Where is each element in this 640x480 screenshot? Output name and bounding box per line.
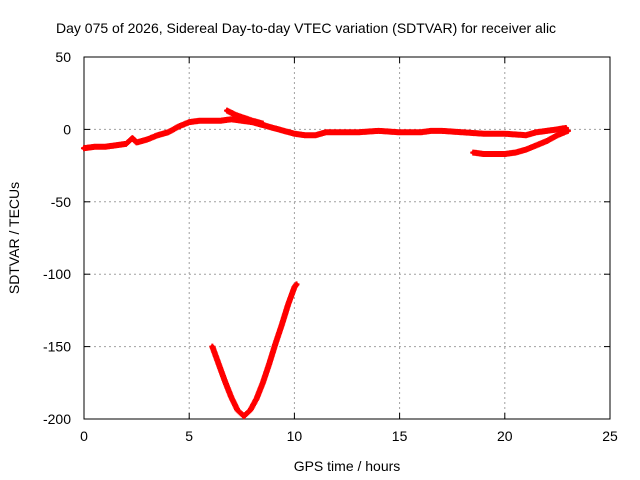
data-point	[408, 130, 413, 135]
data-point	[292, 131, 297, 136]
data-point	[82, 146, 86, 151]
data-point	[481, 152, 486, 157]
data-point	[155, 133, 160, 138]
data-point	[241, 115, 246, 120]
data-point	[208, 118, 213, 123]
data-series	[470, 127, 571, 158]
grid	[84, 57, 610, 419]
axis-ticks: -200 -150 -100 -50 0 50 0 5 10 15 20 25	[43, 49, 618, 444]
data-point	[502, 131, 507, 136]
data-point	[323, 130, 328, 135]
x-tick-label: 5	[185, 428, 193, 444]
y-tick-label: 0	[63, 121, 71, 137]
data-point	[187, 120, 192, 125]
data-point	[439, 128, 444, 133]
data-series	[81, 116, 569, 152]
data-point	[492, 152, 497, 157]
data-series	[224, 107, 266, 127]
data-point	[397, 130, 402, 135]
data-point	[197, 118, 202, 123]
plot-frame	[83, 56, 611, 420]
data-point	[534, 130, 539, 135]
data-point	[544, 128, 549, 133]
data-point	[429, 128, 434, 133]
data-point	[555, 133, 560, 138]
data-point	[523, 133, 528, 138]
data-point	[130, 136, 135, 141]
data-point	[294, 282, 299, 287]
data-point	[279, 322, 284, 327]
data-point	[92, 144, 97, 149]
data-point	[271, 125, 276, 130]
data-point	[471, 150, 476, 155]
data-point	[145, 137, 150, 142]
x-tick-label: 15	[392, 428, 408, 444]
data-point	[267, 361, 272, 366]
series-layer	[81, 107, 571, 420]
data-point	[113, 143, 118, 148]
data-point	[460, 130, 465, 135]
data-point	[210, 344, 215, 349]
data-point	[565, 128, 570, 133]
x-axis-label: GPS time / hours	[294, 458, 401, 474]
data-point	[241, 414, 246, 419]
data-point	[235, 408, 240, 413]
data-point	[260, 380, 265, 385]
data-point	[248, 408, 253, 413]
data-point	[176, 124, 181, 129]
data-point	[544, 138, 549, 143]
data-point	[302, 133, 307, 138]
y-tick-label: -200	[43, 411, 71, 427]
data-point	[273, 341, 278, 346]
data-point	[254, 396, 259, 401]
data-point	[225, 108, 230, 113]
x-tick-label: 25	[602, 428, 618, 444]
data-point	[513, 150, 518, 155]
data-point	[260, 121, 265, 126]
data-point	[218, 118, 223, 123]
data-point	[418, 130, 423, 135]
data-point	[355, 130, 360, 135]
data-point	[313, 133, 318, 138]
y-tick-label: 50	[55, 49, 71, 65]
data-point	[229, 117, 234, 122]
data-point	[502, 152, 507, 157]
data-point	[216, 361, 221, 366]
data-point	[286, 302, 291, 307]
x-tick-label: 20	[497, 428, 513, 444]
data-point	[124, 141, 129, 146]
data-point	[534, 143, 539, 148]
data-point	[229, 395, 234, 400]
data-point	[233, 112, 238, 117]
data-point	[376, 128, 381, 133]
data-point	[222, 379, 227, 384]
x-tick-label: 0	[80, 428, 88, 444]
y-tick-label: -100	[43, 266, 71, 282]
data-point	[292, 285, 297, 290]
y-tick-label: -150	[43, 339, 71, 355]
data-series	[209, 281, 300, 420]
data-point	[555, 127, 560, 132]
data-point	[281, 128, 286, 133]
data-point	[166, 130, 171, 135]
chart-title: Day 075 of 2026, Sidereal Day-to-day VTE…	[56, 20, 556, 36]
data-point	[250, 118, 255, 123]
data-point	[334, 130, 339, 135]
data-point	[103, 144, 108, 149]
data-point	[134, 140, 139, 145]
series-markers	[209, 281, 300, 420]
x-tick-label: 10	[287, 428, 303, 444]
data-point	[481, 131, 486, 136]
y-axis-label: SDTVAR / TECUs	[6, 182, 22, 294]
y-tick-label: -50	[51, 194, 71, 210]
data-point	[523, 147, 528, 152]
